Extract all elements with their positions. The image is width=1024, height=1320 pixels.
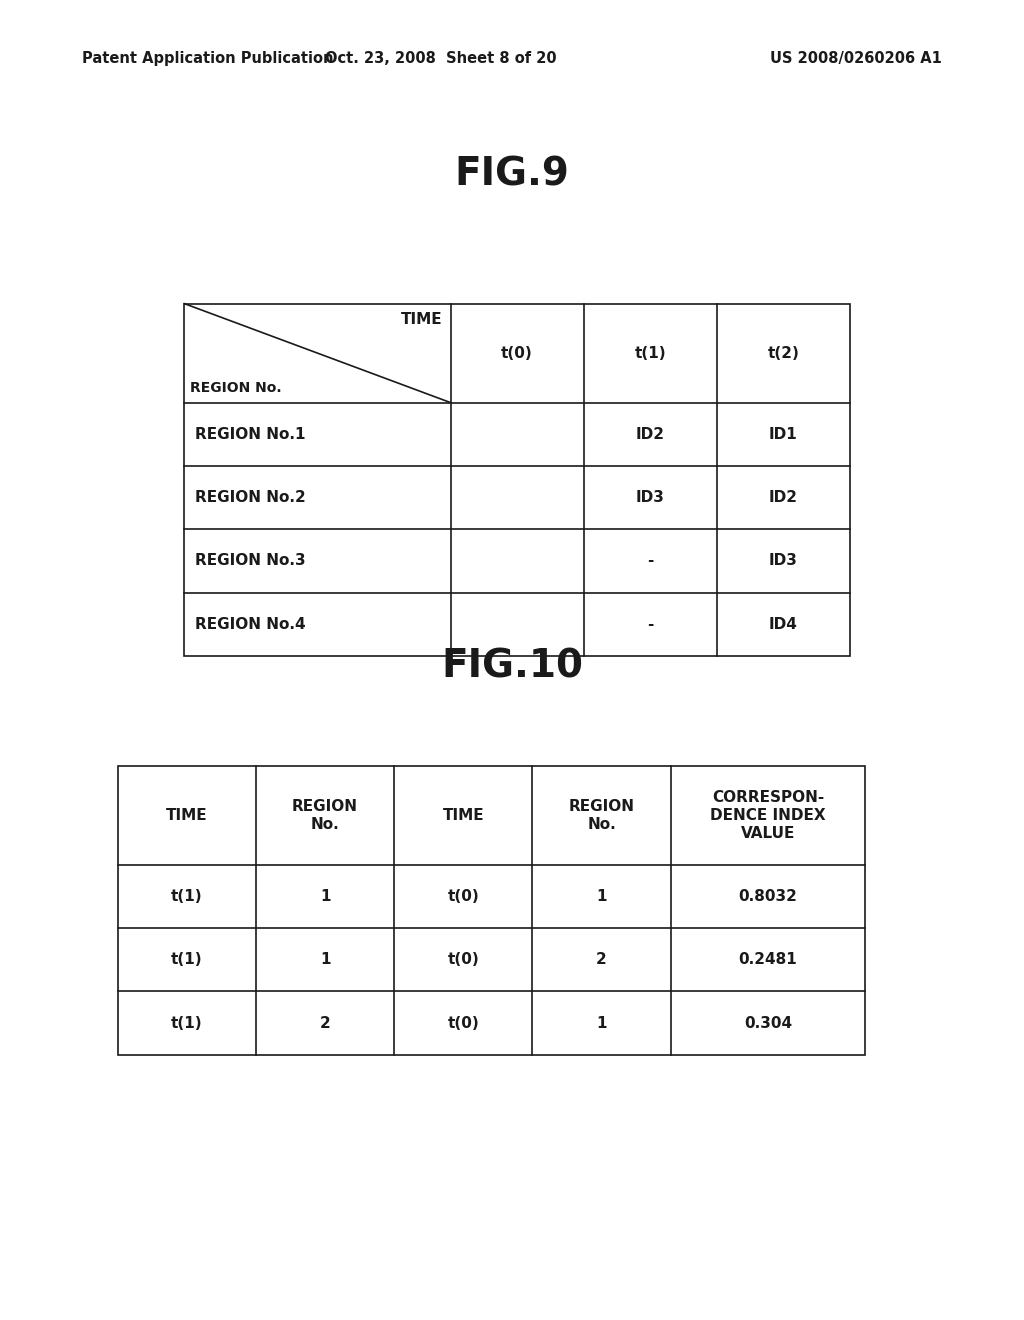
Text: REGION No.: REGION No. [190, 380, 282, 395]
Text: 1: 1 [319, 952, 331, 968]
Text: REGION
No.: REGION No. [292, 799, 358, 832]
Text: CORRESPON-
DENCE INDEX
VALUE: CORRESPON- DENCE INDEX VALUE [711, 789, 825, 841]
Text: -: - [647, 616, 653, 632]
Text: 1: 1 [319, 888, 331, 904]
Text: t(0): t(0) [447, 1015, 479, 1031]
Text: REGION No.4: REGION No.4 [195, 616, 305, 632]
Text: ID3: ID3 [636, 490, 665, 506]
Text: Oct. 23, 2008  Sheet 8 of 20: Oct. 23, 2008 Sheet 8 of 20 [325, 50, 556, 66]
Text: t(2): t(2) [767, 346, 800, 360]
Text: TIME: TIME [400, 312, 442, 326]
Text: t(1): t(1) [171, 1015, 203, 1031]
Text: Patent Application Publication: Patent Application Publication [82, 50, 334, 66]
Text: FIG.9: FIG.9 [455, 156, 569, 193]
Text: 1: 1 [596, 888, 607, 904]
Text: -: - [647, 553, 653, 569]
Text: 1: 1 [596, 1015, 607, 1031]
Text: 2: 2 [596, 952, 607, 968]
Text: REGION No.2: REGION No.2 [195, 490, 305, 506]
Text: REGION No.3: REGION No.3 [195, 553, 305, 569]
Text: t(0): t(0) [447, 952, 479, 968]
Text: t(0): t(0) [501, 346, 534, 360]
Text: t(1): t(1) [171, 888, 203, 904]
Text: REGION
No.: REGION No. [568, 799, 635, 832]
Text: TIME: TIME [166, 808, 208, 822]
Text: 0.304: 0.304 [744, 1015, 792, 1031]
Text: ID2: ID2 [769, 490, 798, 506]
Text: t(0): t(0) [447, 888, 479, 904]
Text: FIG.10: FIG.10 [441, 648, 583, 685]
Text: ID1: ID1 [769, 426, 798, 442]
Text: t(1): t(1) [635, 346, 666, 360]
Text: 2: 2 [319, 1015, 331, 1031]
Text: ID3: ID3 [769, 553, 798, 569]
Text: ID2: ID2 [636, 426, 665, 442]
Text: TIME: TIME [442, 808, 484, 822]
Text: 0.2481: 0.2481 [738, 952, 798, 968]
Text: 0.8032: 0.8032 [738, 888, 798, 904]
Text: US 2008/0260206 A1: US 2008/0260206 A1 [770, 50, 942, 66]
Text: REGION No.1: REGION No.1 [195, 426, 305, 442]
Text: ID4: ID4 [769, 616, 798, 632]
Text: t(1): t(1) [171, 952, 203, 968]
